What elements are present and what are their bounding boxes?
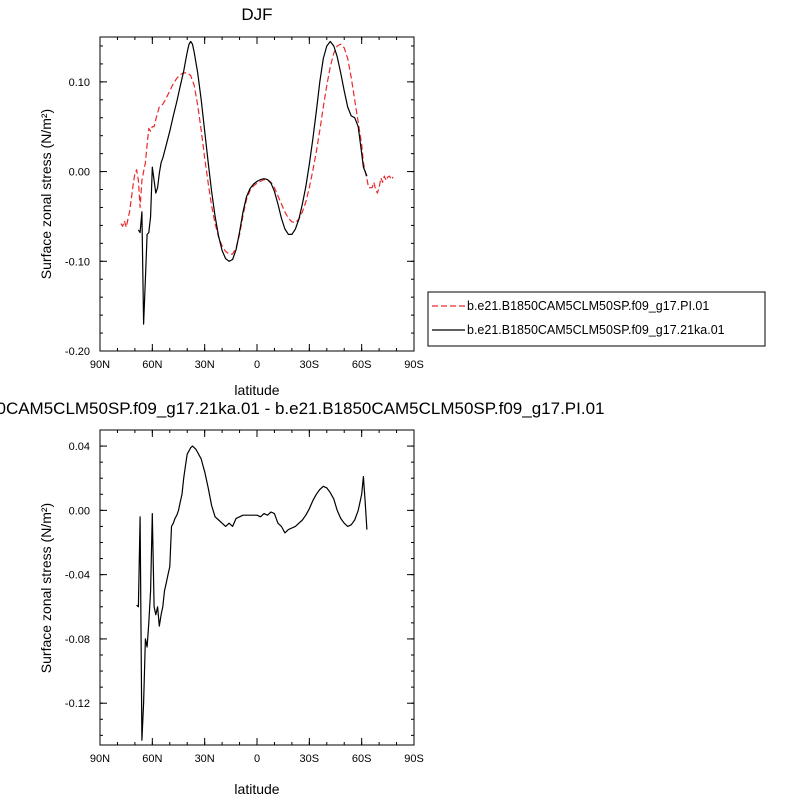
bottom-panel: b.e21.B1850CAM5CLM50SP.f09_g17.21ka.01 -… — [0, 399, 604, 797]
bottom-x-tick-label: 30N — [195, 753, 215, 765]
top-series-line-0 — [120, 43, 394, 255]
bottom-plot-frame — [99, 429, 415, 746]
bottom-y-tick-label: -0.08 — [65, 634, 90, 646]
legend-label-21ka: b.e21.B1850CAM5CLM50SP.f09_g17.21ka.01 — [467, 323, 725, 337]
bottom-chart-title: b.e21.B1850CAM5CLM50SP.f09_g17.21ka.01 -… — [0, 399, 604, 418]
top-chart-title: DJF — [241, 5, 272, 24]
bottom-yaxis-label: Surface zonal stress (N/m²) — [38, 503, 54, 673]
top-yaxis-label: Surface zonal stress (N/m²) — [38, 109, 54, 279]
bottom-axes: 90N 60N 30N 0 30S 60S 90S 0.04 0.00 -0.04 -0.08 -0.… — [65, 429, 424, 765]
top-x-tick-label: 60S — [352, 359, 372, 371]
bottom-x-tick-label: 60N — [142, 753, 162, 765]
bottom-xaxis-label: latitude — [234, 781, 279, 797]
bottom-y-tick-label: -0.04 — [65, 570, 90, 582]
bottom-y-tick-label: 0.00 — [69, 505, 90, 517]
top-x-tick-label: 0 — [254, 359, 260, 371]
top-series-line-1 — [137, 40, 368, 325]
top-axes: 90N 60N 30N 0 30S 60S 90S 0.10 0.00 -0.10 -0.20 — [65, 37, 424, 371]
top-xaxis-label: latitude — [234, 382, 279, 398]
legend-box — [427, 291, 766, 347]
bottom-x-tick-label: 90N — [90, 753, 110, 765]
top-panel: DJF latitude Surface zonal stress (N/m²)… — [38, 5, 424, 398]
top-x-tick-label: 90N — [90, 359, 110, 371]
top-x-tick-label: 30S — [300, 359, 320, 371]
top-x-tick-label: 60N — [142, 359, 162, 371]
top-x-tick-label: 30N — [195, 359, 215, 371]
legend: b.e21.B1850CAM5CLM50SP.f09_g17.PI.01 b.e… — [427, 291, 766, 347]
top-plot-frame — [99, 36, 415, 352]
bottom-x-tick-label: 30S — [300, 753, 320, 765]
bottom-y-tick-label: 0.04 — [69, 441, 90, 453]
bottom-series-lines — [136, 445, 368, 741]
top-y-tick-label: 0.10 — [69, 77, 90, 89]
top-y-tick-label: -0.10 — [65, 256, 90, 268]
top-y-tick-label: -0.20 — [65, 346, 90, 358]
top-y-tick-label: 0.00 — [69, 167, 90, 179]
bottom-x-tick-label: 60S — [352, 753, 372, 765]
bottom-y-tick-label: -0.12 — [65, 698, 90, 710]
top-series-lines — [120, 40, 394, 325]
top-x-tick-label: 90S — [404, 359, 424, 371]
legend-label-pi: b.e21.B1850CAM5CLM50SP.f09_g17.PI.01 — [467, 299, 709, 313]
bottom-x-tick-label: 90S — [404, 753, 424, 765]
bottom-x-tick-label: 0 — [254, 753, 260, 765]
bottom-series-line-0 — [136, 445, 368, 741]
